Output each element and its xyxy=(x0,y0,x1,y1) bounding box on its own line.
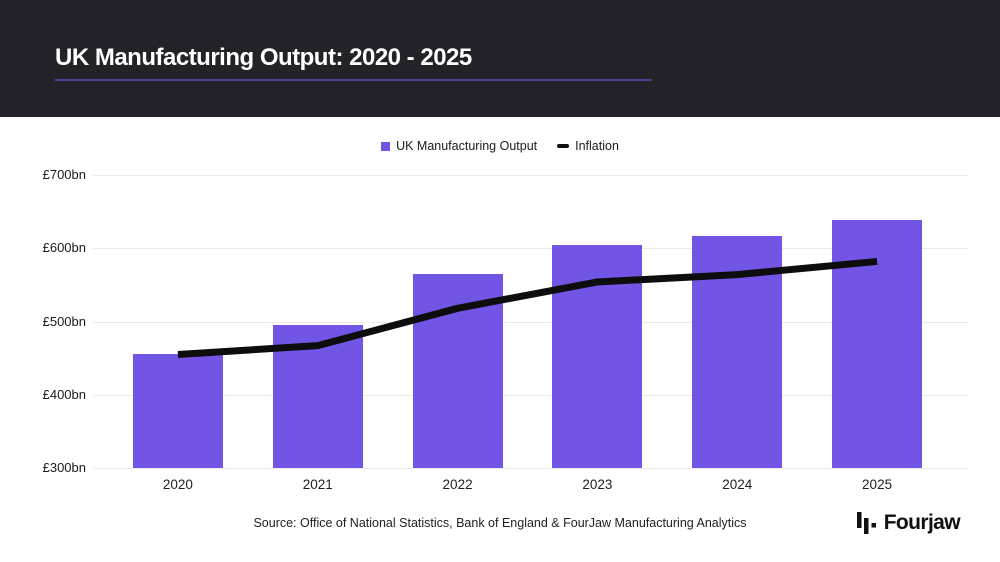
legend-item-inflation: Inflation xyxy=(557,139,619,153)
x-tick-label-2024: 2024 xyxy=(722,477,753,492)
y-tick-label-500: £500bn xyxy=(42,313,86,329)
fourjaw-logo-mark-icon xyxy=(856,511,876,534)
bar-2020 xyxy=(132,354,223,468)
x-tick-label-2023: 2023 xyxy=(582,477,613,492)
title-underline xyxy=(55,79,652,81)
line-series-dash-icon xyxy=(557,144,570,148)
header-band: UK Manufacturing Output: 2020 - 2025 xyxy=(0,0,1000,117)
y-tick-label-400: £400bn xyxy=(42,386,86,402)
legend: UK Manufacturing Output Inflation xyxy=(0,139,1000,153)
bar-2022 xyxy=(412,273,503,468)
x-tick-label-2022: 2022 xyxy=(442,477,473,492)
bar-2024 xyxy=(692,235,783,468)
fourjaw-logo-text: Fourjaw xyxy=(883,511,961,534)
x-tick-label-2021: 2021 xyxy=(302,477,333,492)
bar-series-swatch-icon xyxy=(381,141,391,151)
gridline-700 xyxy=(93,175,968,176)
legend-item-output: UK Manufacturing Output xyxy=(381,139,537,153)
bar-2021 xyxy=(272,325,363,468)
bar-2025 xyxy=(832,220,923,468)
gridline-300 xyxy=(93,468,968,469)
gridline-600 xyxy=(93,248,968,250)
legend-label-inflation: Inflation xyxy=(575,139,619,153)
x-tick-label-2025: 2025 xyxy=(862,477,893,492)
page-title: UK Manufacturing Output: 2020 - 2025 xyxy=(55,44,472,71)
gridline-400 xyxy=(93,394,968,396)
source-text: Source: Office of National Statistics, B… xyxy=(253,516,747,530)
fourjaw-logo: Fourjaw xyxy=(856,511,961,535)
y-tick-label-300: £300bn xyxy=(42,460,86,475)
x-tick-label-2020: 2020 xyxy=(162,477,193,492)
y-tick-label-700: £700bn xyxy=(42,167,86,182)
y-tick-label-600: £600bn xyxy=(42,240,86,256)
bar-2023 xyxy=(552,244,643,468)
legend-label-output: UK Manufacturing Output xyxy=(396,139,538,153)
